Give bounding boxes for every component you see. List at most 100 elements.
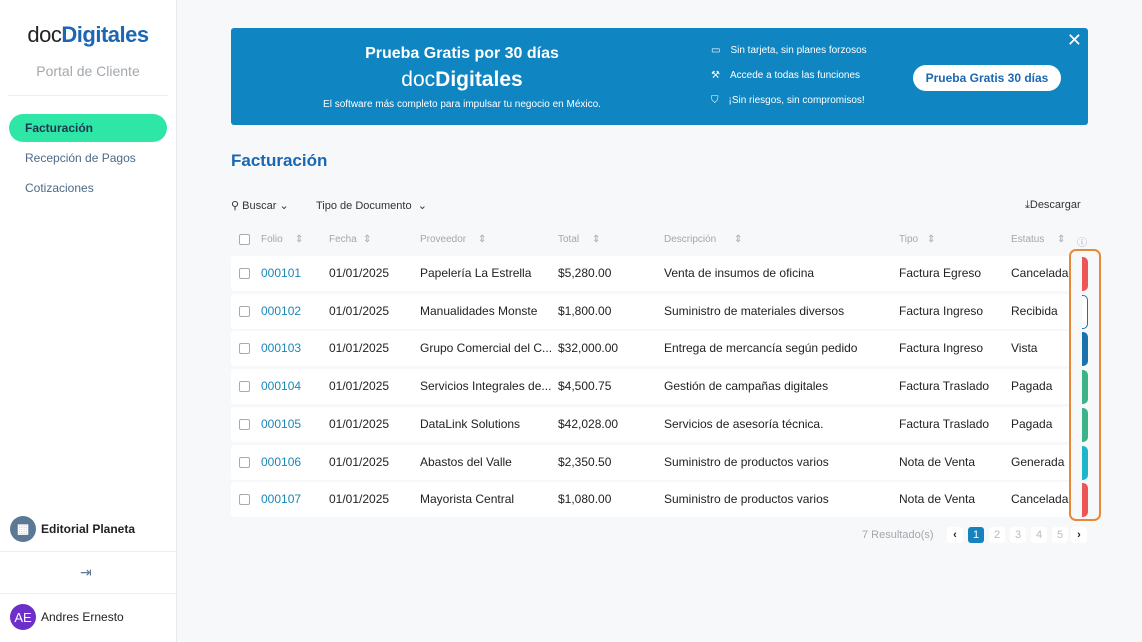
table-row[interactable]: 000105 01/01/2025 DataLink Solutions $42,02… <box>231 406 1071 442</box>
cell-descripcion: Gestión de campañas digitales <box>664 379 829 394</box>
logo: docDigitales <box>0 22 176 48</box>
sort-icon[interactable]: ⇕ <box>478 234 487 245</box>
promo-banner: Prueba Gratis por 30 días docDigitales E… <box>231 28 1088 125</box>
logo-text-bold: Digitales <box>61 22 149 47</box>
next-page-button[interactable]: › <box>1071 527 1087 543</box>
status-indicator <box>1082 257 1088 291</box>
select-all-checkbox[interactable] <box>239 234 250 245</box>
sort-icon[interactable]: ⇕ <box>363 234 372 245</box>
page-2-button[interactable]: 2 <box>989 527 1005 543</box>
table-row[interactable]: 000101 01/01/2025 Papelería La Estrella $5,… <box>231 256 1071 291</box>
cell-folio[interactable]: 000101 <box>261 266 302 280</box>
sort-icon[interactable]: ⇕ <box>927 234 936 245</box>
cell-estatus: Generada <box>1011 454 1065 469</box>
sidebar-item-facturacion[interactable]: Facturación <box>9 114 167 142</box>
chevron-down-icon: ⌄ <box>417 200 427 212</box>
cell-estatus: Pagada <box>1011 379 1053 394</box>
search-dropdown[interactable]: ⚲ Buscar ⌄ <box>231 199 289 212</box>
page-1-button[interactable]: 1 <box>968 527 984 543</box>
page-4-button[interactable]: 4 <box>1031 527 1047 543</box>
cell-tipo: Factura Traslado <box>899 379 990 394</box>
user-name: Andres Ernesto <box>41 610 124 624</box>
status-indicator <box>1082 407 1088 442</box>
feature-item: ⛉ ¡Sin riesgos, sin compromisos! <box>711 95 865 106</box>
cell-folio[interactable]: 000107 <box>261 492 302 507</box>
free-trial-button[interactable]: Prueba Gratis 30 días <box>913 65 1061 91</box>
document-type-label: Tipo de Documento <box>316 200 412 212</box>
row-checkbox[interactable] <box>239 268 250 279</box>
table-row[interactable]: 000103 01/01/2025 Grupo Comercial del C...… <box>231 331 1071 367</box>
column-header[interactable]: Tipo <box>899 234 919 245</box>
row-checkbox[interactable] <box>239 418 250 430</box>
table-row[interactable]: 000102 01/01/2025 Manualidades Monste $1,80… <box>231 293 1071 329</box>
close-icon[interactable]: ✕ <box>1066 30 1082 50</box>
cell-folio[interactable]: 000103 <box>261 341 302 356</box>
sort-icon[interactable]: ⇕ <box>295 234 304 245</box>
divider <box>8 95 168 96</box>
column-header[interactable]: Descripción <box>664 234 717 245</box>
row-checkbox[interactable] <box>239 456 250 468</box>
table-row[interactable]: 000106 01/01/2025 Abastos del Valle $2,350.… <box>231 444 1071 480</box>
feature-text: Sin tarjeta, sin planes forzosos <box>730 45 867 56</box>
cell-folio[interactable]: 000105 <box>261 416 302 431</box>
prev-page-button[interactable]: ‹ <box>947 527 963 543</box>
portal-subtitle: Portal de Cliente <box>36 63 140 79</box>
cell-total: $32,000.00 <box>558 341 619 356</box>
cell-descripcion: Suministro de materiales diversos <box>664 303 845 318</box>
cell-proveedor: DataLink Solutions <box>420 416 521 431</box>
status-indicator <box>1082 332 1088 367</box>
download-button[interactable]: ⤓Descargar <box>1025 199 1081 212</box>
column-header[interactable]: Fecha <box>329 234 357 245</box>
sort-icon[interactable]: ⇕ <box>592 234 601 245</box>
organization[interactable]: ▦ Editorial Planeta <box>10 516 135 542</box>
cell-descripcion: Suministro de productos varios <box>664 454 829 469</box>
cell-tipo: Factura Egreso <box>899 266 982 280</box>
cell-folio[interactable]: 000102 <box>261 303 302 318</box>
cell-fecha: 01/01/2025 <box>329 341 390 356</box>
row-checkbox[interactable] <box>239 305 250 317</box>
column-header[interactable]: Proveedor <box>420 234 467 245</box>
row-checkbox[interactable] <box>239 494 250 506</box>
logout-icon[interactable]: ⇥ <box>80 564 92 580</box>
cell-descripcion: Servicios de asesoría técnica. <box>664 416 824 431</box>
search-label: Buscar <box>242 200 277 212</box>
banner-title: Prueba Gratis por 30 días <box>365 45 559 62</box>
column-header[interactable]: Total <box>558 234 580 245</box>
divider <box>0 593 176 594</box>
status-indicator <box>1082 445 1088 480</box>
user-profile[interactable]: AE Andres Ernesto <box>10 604 124 630</box>
cell-folio[interactable]: 000106 <box>261 454 302 469</box>
cell-descripcion: Entrega de mercancía según pedido <box>664 341 858 356</box>
sort-icon[interactable]: ⇕ <box>734 234 743 245</box>
logo-text: doc <box>27 22 62 47</box>
page-5-button[interactable]: 5 <box>1052 527 1068 543</box>
row-checkbox[interactable] <box>239 381 250 393</box>
cell-proveedor: Grupo Comercial del C... <box>420 341 553 356</box>
cell-total: $5,280.00 <box>558 266 612 280</box>
cell-estatus: Cancelada <box>1011 492 1069 507</box>
column-header[interactable]: Folio <box>261 234 283 245</box>
row-checkbox[interactable] <box>239 343 250 355</box>
page-title: Facturación <box>231 151 328 170</box>
feature-text: ¡Sin riesgos, sin compromisos! <box>728 95 865 106</box>
table-header: Folio ⇕ Fecha ⇕ Proveedor ⇕ Total ⇕ Descripción ⇕… <box>231 234 1088 249</box>
sort-icon[interactable]: ⇕ <box>1057 234 1066 245</box>
table-row[interactable]: 000104 01/01/2025 Servicios Integrales de.… <box>231 369 1071 405</box>
cell-proveedor: Papelería La Estrella <box>420 266 532 280</box>
page-3-button[interactable]: 3 <box>1010 527 1026 543</box>
feature-text: Accede a todas las funciones <box>729 70 861 81</box>
sidebar-item-cotizaciones[interactable]: Cotizaciones <box>25 181 94 195</box>
tools-icon: ⚒ <box>711 70 720 81</box>
table-row[interactable]: 000107 01/01/2025 Mayorista Central $1,080.… <box>231 482 1071 518</box>
document-type-dropdown[interactable]: Tipo de Documento ⌄ <box>316 199 427 212</box>
logo-text-bold: Digitales <box>435 68 523 91</box>
credit-card-icon: ▭ <box>711 45 721 56</box>
cell-estatus: Vista <box>1011 341 1038 356</box>
download-icon: ⤓ <box>1025 199 1030 211</box>
info-icon[interactable]: ⓘ <box>1077 238 1087 249</box>
cell-folio[interactable]: 000104 <box>261 379 302 394</box>
cell-proveedor: Mayorista Central <box>420 492 515 507</box>
column-header[interactable]: Estatus <box>1011 234 1045 245</box>
banner-logo: docDigitales <box>231 68 693 92</box>
sidebar-item-recepcion-pagos[interactable]: Recepción de Pagos <box>25 151 136 165</box>
